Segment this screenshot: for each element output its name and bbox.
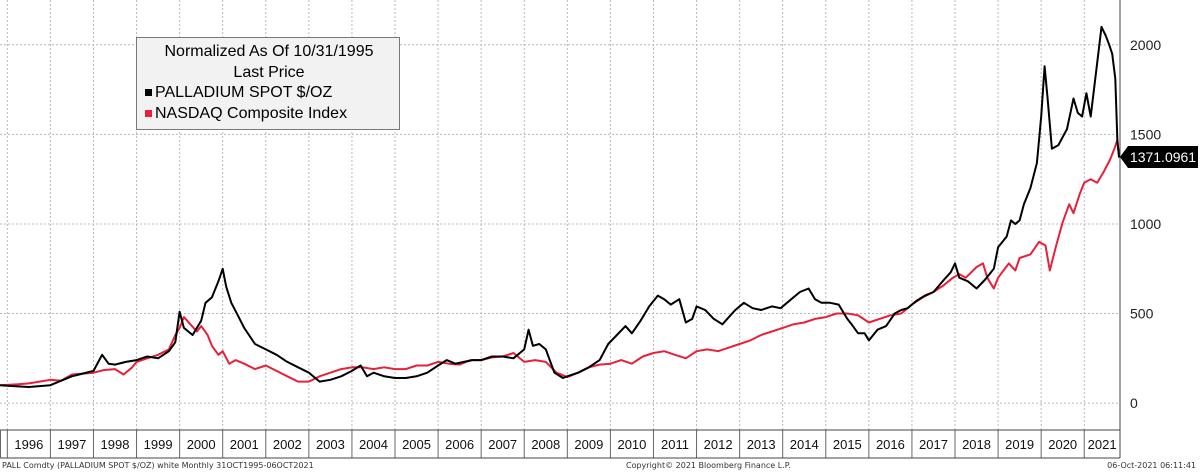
legend-title: Normalized As Of 10/31/1995 bbox=[164, 43, 374, 60]
legend-label-palladium: PALLADIUM SPOT $/OZ bbox=[155, 84, 333, 101]
x-tick-label: 2005 bbox=[402, 437, 431, 452]
x-tick-label: 2010 bbox=[617, 437, 646, 452]
x-tick-label: 2019 bbox=[1005, 437, 1034, 452]
x-tick-label: 2013 bbox=[747, 437, 776, 452]
x-tick-label: 2014 bbox=[790, 437, 819, 452]
legend-item-palladium: PALLADIUM SPOT $/OZ bbox=[145, 83, 332, 103]
legend-swatch-nasdaq bbox=[145, 110, 152, 117]
y-axis: 0 500 1000 1500 2000 bbox=[1130, 37, 1161, 411]
x-tick-label: 2018 bbox=[962, 437, 991, 452]
x-tick-label: 2002 bbox=[273, 437, 302, 452]
x-tick-label: 1998 bbox=[101, 437, 130, 452]
series-lines bbox=[0, 25, 1121, 388]
x-tick-label: 2021 bbox=[1088, 437, 1117, 452]
x-tick-label: 2020 bbox=[1048, 437, 1077, 452]
x-tick-label: 2001 bbox=[230, 437, 259, 452]
x-tick-label: 2012 bbox=[704, 437, 733, 452]
x-tick-label: 2004 bbox=[359, 437, 388, 452]
x-tick-label: 2008 bbox=[531, 437, 560, 452]
y-tick-label: 1500 bbox=[1130, 126, 1161, 142]
y-tick-label: 2000 bbox=[1130, 37, 1161, 53]
x-axis: 1996 1997 1998 1999 2000 2001 2002 2003 2004 2005… bbox=[0, 0, 1121, 459]
x-tick-label: 2006 bbox=[445, 437, 474, 452]
x-tick-label: 2015 bbox=[833, 437, 862, 452]
footer-copyright: Copyright© 2021 Bloomberg Finance L.P. bbox=[626, 461, 791, 470]
series-line-palladium bbox=[0, 25, 1121, 388]
x-tick-label: 1999 bbox=[144, 437, 173, 452]
legend-label-nasdaq: NASDAQ Composite Index bbox=[155, 105, 348, 122]
legend-item-nasdaq: NASDAQ Composite Index bbox=[145, 104, 347, 124]
x-tick-label: 1997 bbox=[57, 437, 86, 452]
footer-timestamp: 06-Oct-2021 06:11:41 bbox=[1107, 461, 1196, 470]
y-tick-label: 500 bbox=[1130, 306, 1154, 322]
x-tick-label: 2007 bbox=[488, 437, 517, 452]
last-value-pointer bbox=[1120, 146, 1128, 169]
y-tick-label: 1000 bbox=[1130, 216, 1161, 232]
x-tick-label: 2009 bbox=[574, 437, 603, 452]
footer-security-info: PALL Comdty (PALLADIUM SPOT $/OZ) white … bbox=[2, 461, 314, 470]
x-tick-label: 2016 bbox=[876, 437, 905, 452]
x-tick-label: 2011 bbox=[661, 437, 689, 452]
x-tick-label: 2000 bbox=[187, 437, 216, 452]
x-tick-label: 1996 bbox=[14, 437, 43, 452]
x-tick-label: 2017 bbox=[919, 437, 948, 452]
legend: Normalized As Of 10/31/1995 Last Price P… bbox=[136, 37, 400, 130]
legend-swatch-palladium bbox=[145, 89, 152, 96]
grid bbox=[0, 0, 1120, 430]
x-tick-label: 2003 bbox=[316, 437, 345, 452]
y-tick-label: 0 bbox=[1130, 395, 1138, 411]
legend-subtitle: Last Price bbox=[233, 64, 305, 81]
last-value-badge: 1371.0961 bbox=[1128, 146, 1198, 169]
